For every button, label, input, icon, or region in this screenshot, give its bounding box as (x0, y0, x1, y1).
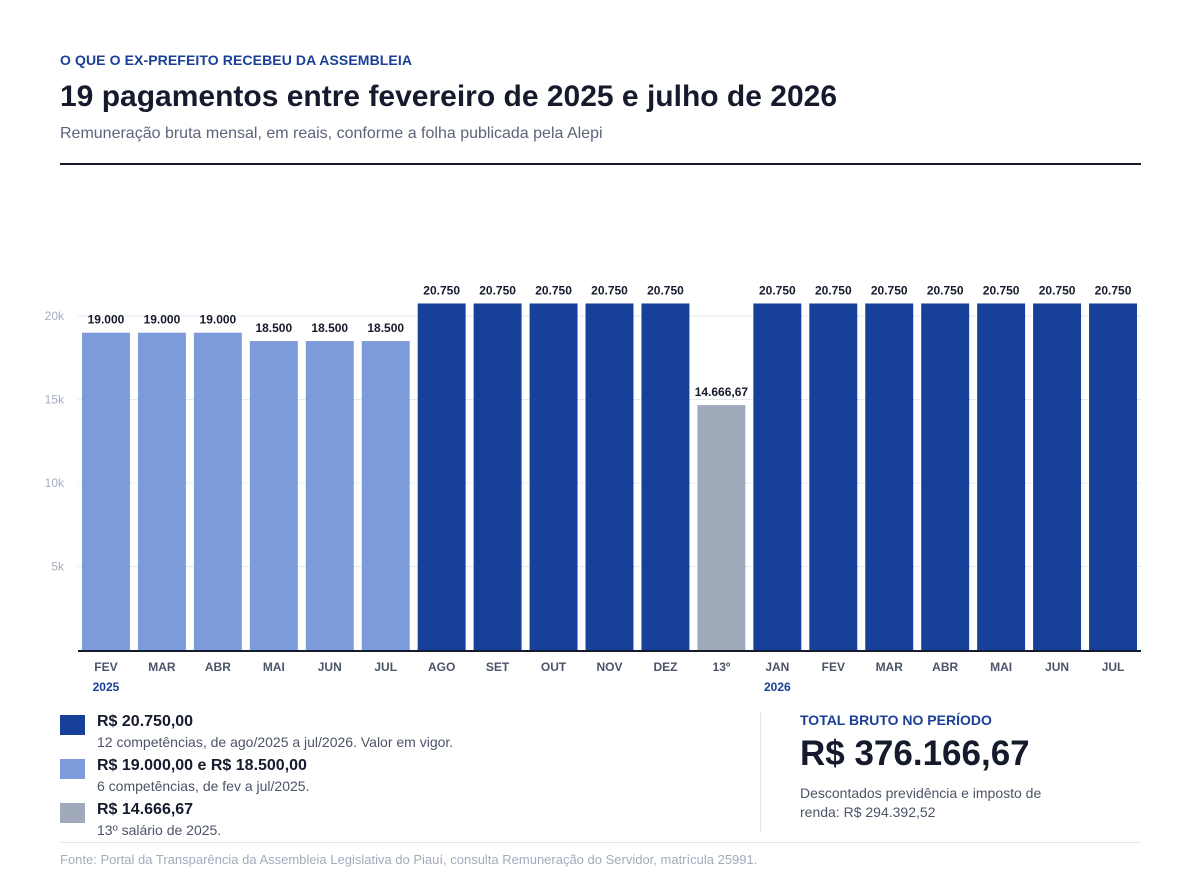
page-title: 19 pagamentos entre fevereiro de 2025 e … (60, 80, 838, 113)
x-tick-label: FEV (94, 660, 117, 674)
total-value: R$ 376.166,67 (800, 734, 1030, 773)
x-tick-label: FEV (822, 660, 845, 674)
kicker: O QUE O EX-PREFEITO RECEBEU DA ASSEMBLEI… (60, 52, 413, 68)
x-tick-label: NOV (596, 660, 622, 674)
bar (977, 303, 1026, 650)
legend-title: R$ 20.750,00 (97, 713, 194, 730)
bar-value-label: 19.000 (144, 313, 181, 327)
y-tick-label: 10k (45, 476, 65, 490)
bar (249, 341, 298, 650)
bar-value-label: 19.000 (88, 313, 125, 327)
source-note: Fonte: Portal da Transparência da Assemb… (60, 852, 758, 867)
footer-divider (60, 842, 1141, 843)
legend-description: 12 competências, de ago/2025 a jul/2026.… (97, 734, 454, 750)
x-tick-label: MAR (148, 660, 176, 674)
bar-value-label: 20.750 (927, 283, 964, 297)
x-tick-label: MAI (990, 660, 1012, 674)
legend-swatch-light (60, 759, 85, 779)
bar (865, 303, 914, 650)
legend-title: R$ 19.000,00 e R$ 18.500,00 (97, 757, 307, 774)
subtitle: Remuneração bruta mensal, em reais, conf… (60, 125, 603, 142)
x-tick-label: ABR (932, 660, 958, 674)
bar-chart: 5k 10k 15k 20k 19.000 FEV 19.000 MAR 19.000 ABR 18… (45, 283, 1141, 694)
bar (641, 303, 690, 650)
bar-value-label: 18.500 (255, 321, 292, 335)
legend-swatch-gray (60, 803, 85, 823)
bar-value-label: 20.750 (1039, 283, 1076, 297)
x-tick-label: SET (486, 660, 510, 674)
bar (193, 332, 242, 650)
bar-value-label: 20.750 (647, 283, 684, 297)
y-tick-label: 15k (45, 393, 65, 407)
bar (697, 405, 746, 650)
x-tick-label: OUT (541, 660, 567, 674)
header-divider (60, 163, 1141, 165)
x-tick-label: JUL (1102, 660, 1125, 674)
x-tick-label: ABR (205, 660, 231, 674)
bar-value-label: 14.666,67 (695, 385, 749, 399)
x-tick-label: MAI (263, 660, 285, 674)
bar-value-label: 20.750 (535, 283, 572, 297)
bar (473, 303, 522, 650)
infographic: O QUE O EX-PREFEITO RECEBEU DA ASSEMBLEI… (45, 0, 1141, 880)
bar (585, 303, 634, 650)
bar (921, 303, 970, 650)
bar (529, 303, 578, 650)
bar-value-label: 18.500 (311, 321, 348, 335)
bar-value-label: 20.750 (983, 283, 1020, 297)
bar (1033, 303, 1082, 650)
bar-value-label: 19.000 (200, 313, 237, 327)
bar (809, 303, 858, 650)
legend-title: R$ 14.666,67 (97, 801, 194, 818)
bar (1089, 303, 1137, 650)
bar-value-label: 20.750 (479, 283, 516, 297)
total-note: Descontados previdência e imposto de ren… (800, 785, 1042, 820)
x-tick-label: AGO (428, 660, 455, 674)
x-tick-label: JUL (374, 660, 397, 674)
bar-value-label: 20.750 (759, 283, 796, 297)
y-tick-label: 5k (51, 560, 65, 574)
x-tick-label: JAN (765, 660, 789, 674)
legend-swatch-dark (60, 715, 85, 735)
bar (82, 332, 130, 650)
bar (137, 332, 186, 650)
legend-description: 13º salário de 2025. (97, 822, 222, 838)
bar-value-label: 20.750 (871, 283, 908, 297)
bar (305, 341, 354, 650)
bar (361, 341, 410, 650)
bar (417, 303, 466, 650)
y-tick-label: 20k (45, 309, 65, 323)
total-panel: TOTAL BRUTO NO PERÍODO R$ 376.166,67 Des… (800, 712, 1130, 822)
x-tick-label: DEZ (653, 660, 677, 674)
x-tick-label: JUN (1045, 660, 1069, 674)
legend-description: 6 competências, de fev a jul/2025. (97, 778, 310, 794)
year-label: 2026 (764, 680, 791, 694)
vertical-divider (760, 712, 761, 832)
year-label: 2025 (93, 680, 120, 694)
bar-value-label: 20.750 (815, 283, 852, 297)
x-tick-label: MAR (876, 660, 904, 674)
bar-value-label: 18.500 (367, 321, 404, 335)
bar-value-label: 20.750 (591, 283, 628, 297)
x-tick-label: JUN (318, 660, 342, 674)
bar-value-label: 20.750 (423, 283, 460, 297)
bar (753, 303, 802, 650)
total-label: TOTAL BRUTO NO PERÍODO (800, 712, 992, 728)
x-tick-label: 13º (713, 660, 731, 674)
bar-value-label: 20.750 (1095, 283, 1132, 297)
